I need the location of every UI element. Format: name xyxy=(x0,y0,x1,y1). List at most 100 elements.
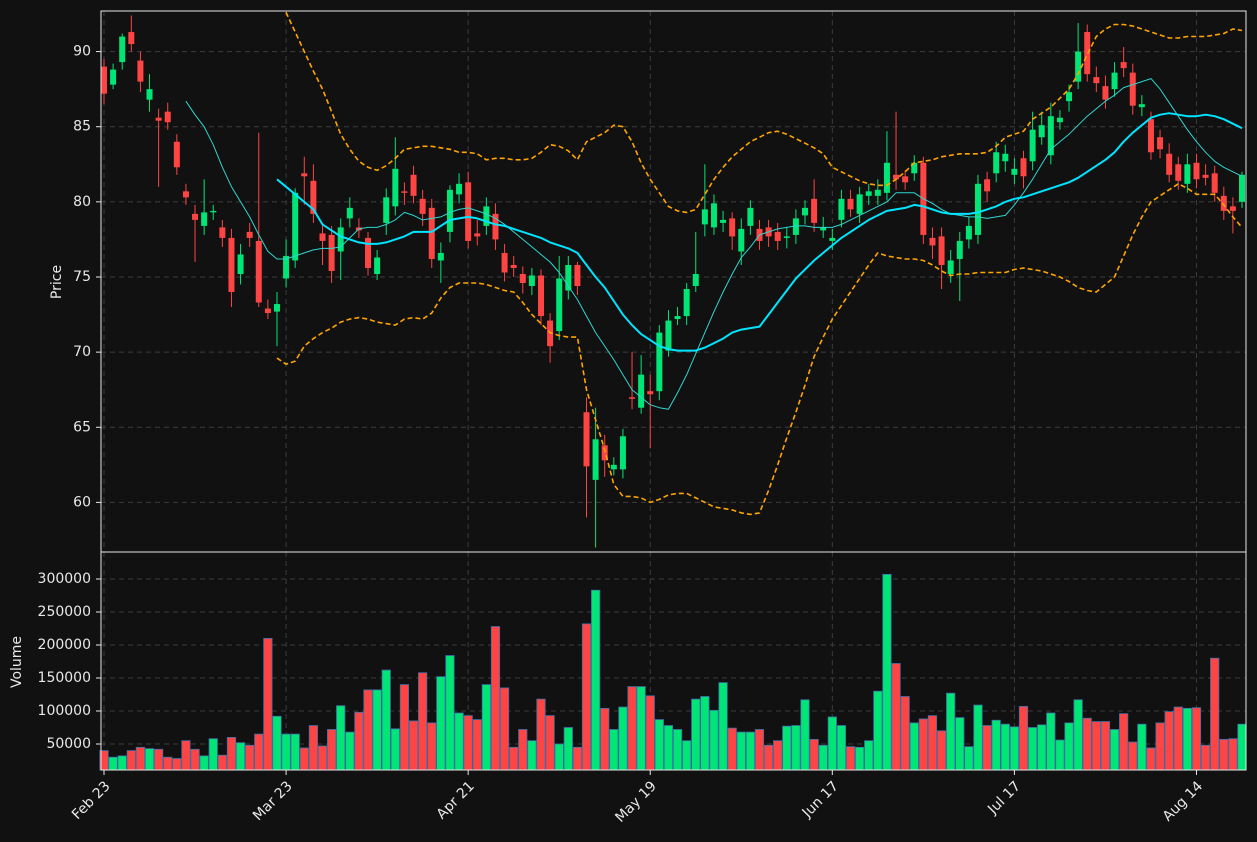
candle-body xyxy=(310,180,317,214)
volume-bar xyxy=(982,725,992,771)
volume-bar xyxy=(117,755,127,771)
candle-body xyxy=(1147,119,1154,153)
volume-bar xyxy=(1128,741,1138,771)
candle-body xyxy=(847,198,854,210)
candle-body xyxy=(1056,117,1063,123)
indicator-line xyxy=(284,11,1243,214)
volume-bar xyxy=(1109,729,1120,771)
volume-bar xyxy=(1073,699,1083,771)
candle-body xyxy=(137,60,144,82)
candle-body xyxy=(283,255,290,279)
candle-body xyxy=(802,207,809,216)
volume-bar xyxy=(299,747,309,771)
volume-bar xyxy=(354,711,364,771)
candle-body xyxy=(1220,195,1227,211)
candle-body xyxy=(1193,162,1200,180)
volume-bar xyxy=(1200,744,1211,771)
candle-body xyxy=(929,237,936,246)
volume-bar xyxy=(927,715,938,771)
volume-bar xyxy=(1137,723,1147,771)
volume-bar xyxy=(1237,723,1247,771)
candle-body xyxy=(865,191,872,196)
indicator-lines xyxy=(185,11,1243,516)
candle-body xyxy=(1047,116,1054,156)
volume-bar xyxy=(627,686,637,771)
indicator-line xyxy=(276,112,1243,352)
volume-bar xyxy=(1191,707,1202,771)
candle-body xyxy=(1202,174,1209,178)
y-tick-label: 60 xyxy=(73,494,91,510)
candle-body xyxy=(1138,104,1145,108)
volume-tick-label: 100000 xyxy=(38,703,91,719)
volume-bar xyxy=(1100,721,1111,771)
candle-body xyxy=(483,206,490,226)
candle-body xyxy=(1166,153,1173,175)
candle-body xyxy=(510,264,517,268)
volume-bar xyxy=(709,709,719,771)
candle-body xyxy=(1211,173,1218,193)
volume-bar xyxy=(1028,727,1038,771)
candle-body xyxy=(902,176,909,183)
candle-body xyxy=(656,332,663,392)
candle-body xyxy=(1102,86,1109,100)
volume-bar xyxy=(1210,657,1220,771)
volume-bar xyxy=(1091,721,1101,771)
volume-bar xyxy=(700,696,710,771)
candle-body xyxy=(383,197,390,223)
candle-body xyxy=(219,227,226,238)
candle-body xyxy=(747,207,754,226)
candle-body xyxy=(210,210,217,213)
candle-body xyxy=(182,191,189,198)
volume-bar xyxy=(154,748,164,771)
volume-bar xyxy=(618,706,628,771)
candle-body xyxy=(237,254,244,274)
volume-bar xyxy=(654,719,664,771)
y-tick-label: 65 xyxy=(73,419,91,435)
candle-body xyxy=(101,66,107,94)
candle-body xyxy=(820,227,827,231)
volume-bar xyxy=(509,746,519,771)
indicator-line xyxy=(185,78,1243,410)
volume-bar xyxy=(290,733,300,771)
volume-bar xyxy=(818,744,828,771)
candle-body xyxy=(592,439,599,480)
volume-bar xyxy=(1146,747,1156,771)
volume-bar xyxy=(855,746,865,771)
candle-body xyxy=(201,212,208,226)
y-tick-label: 90 xyxy=(73,44,91,60)
candle-body xyxy=(456,183,463,195)
candle-body xyxy=(729,218,736,237)
candle-body xyxy=(1066,92,1073,102)
candle-body xyxy=(629,397,636,399)
candle-body xyxy=(328,234,335,271)
volume-bar xyxy=(308,725,318,771)
volume-frame xyxy=(100,551,1247,771)
candle-body xyxy=(738,228,745,252)
candle-body xyxy=(519,273,526,284)
candle-body xyxy=(938,236,945,265)
volume-bar xyxy=(108,756,118,771)
volume-bar xyxy=(1064,722,1074,771)
volume-bar xyxy=(408,720,419,771)
candle-body xyxy=(301,173,308,177)
volume-bar xyxy=(900,696,910,771)
candle-body xyxy=(1111,72,1118,90)
candle-body xyxy=(874,189,881,196)
volume-bar xyxy=(235,742,246,771)
candle-body xyxy=(638,374,645,408)
candle-body xyxy=(565,264,572,291)
candle-body xyxy=(838,198,845,220)
candle-body xyxy=(1011,168,1018,175)
volume-bar xyxy=(609,729,619,771)
volume-bar xyxy=(1055,739,1065,771)
volume-bar xyxy=(955,717,965,771)
volume-bar xyxy=(636,686,646,771)
candle-body xyxy=(365,237,372,268)
volume-bar xyxy=(691,698,701,771)
candle-body xyxy=(419,198,426,214)
volume-bar xyxy=(1155,722,1165,771)
volume-bar xyxy=(1018,705,1029,771)
volume-bar xyxy=(800,699,810,771)
volume-bar xyxy=(399,684,410,771)
volume-bar xyxy=(1037,724,1047,771)
